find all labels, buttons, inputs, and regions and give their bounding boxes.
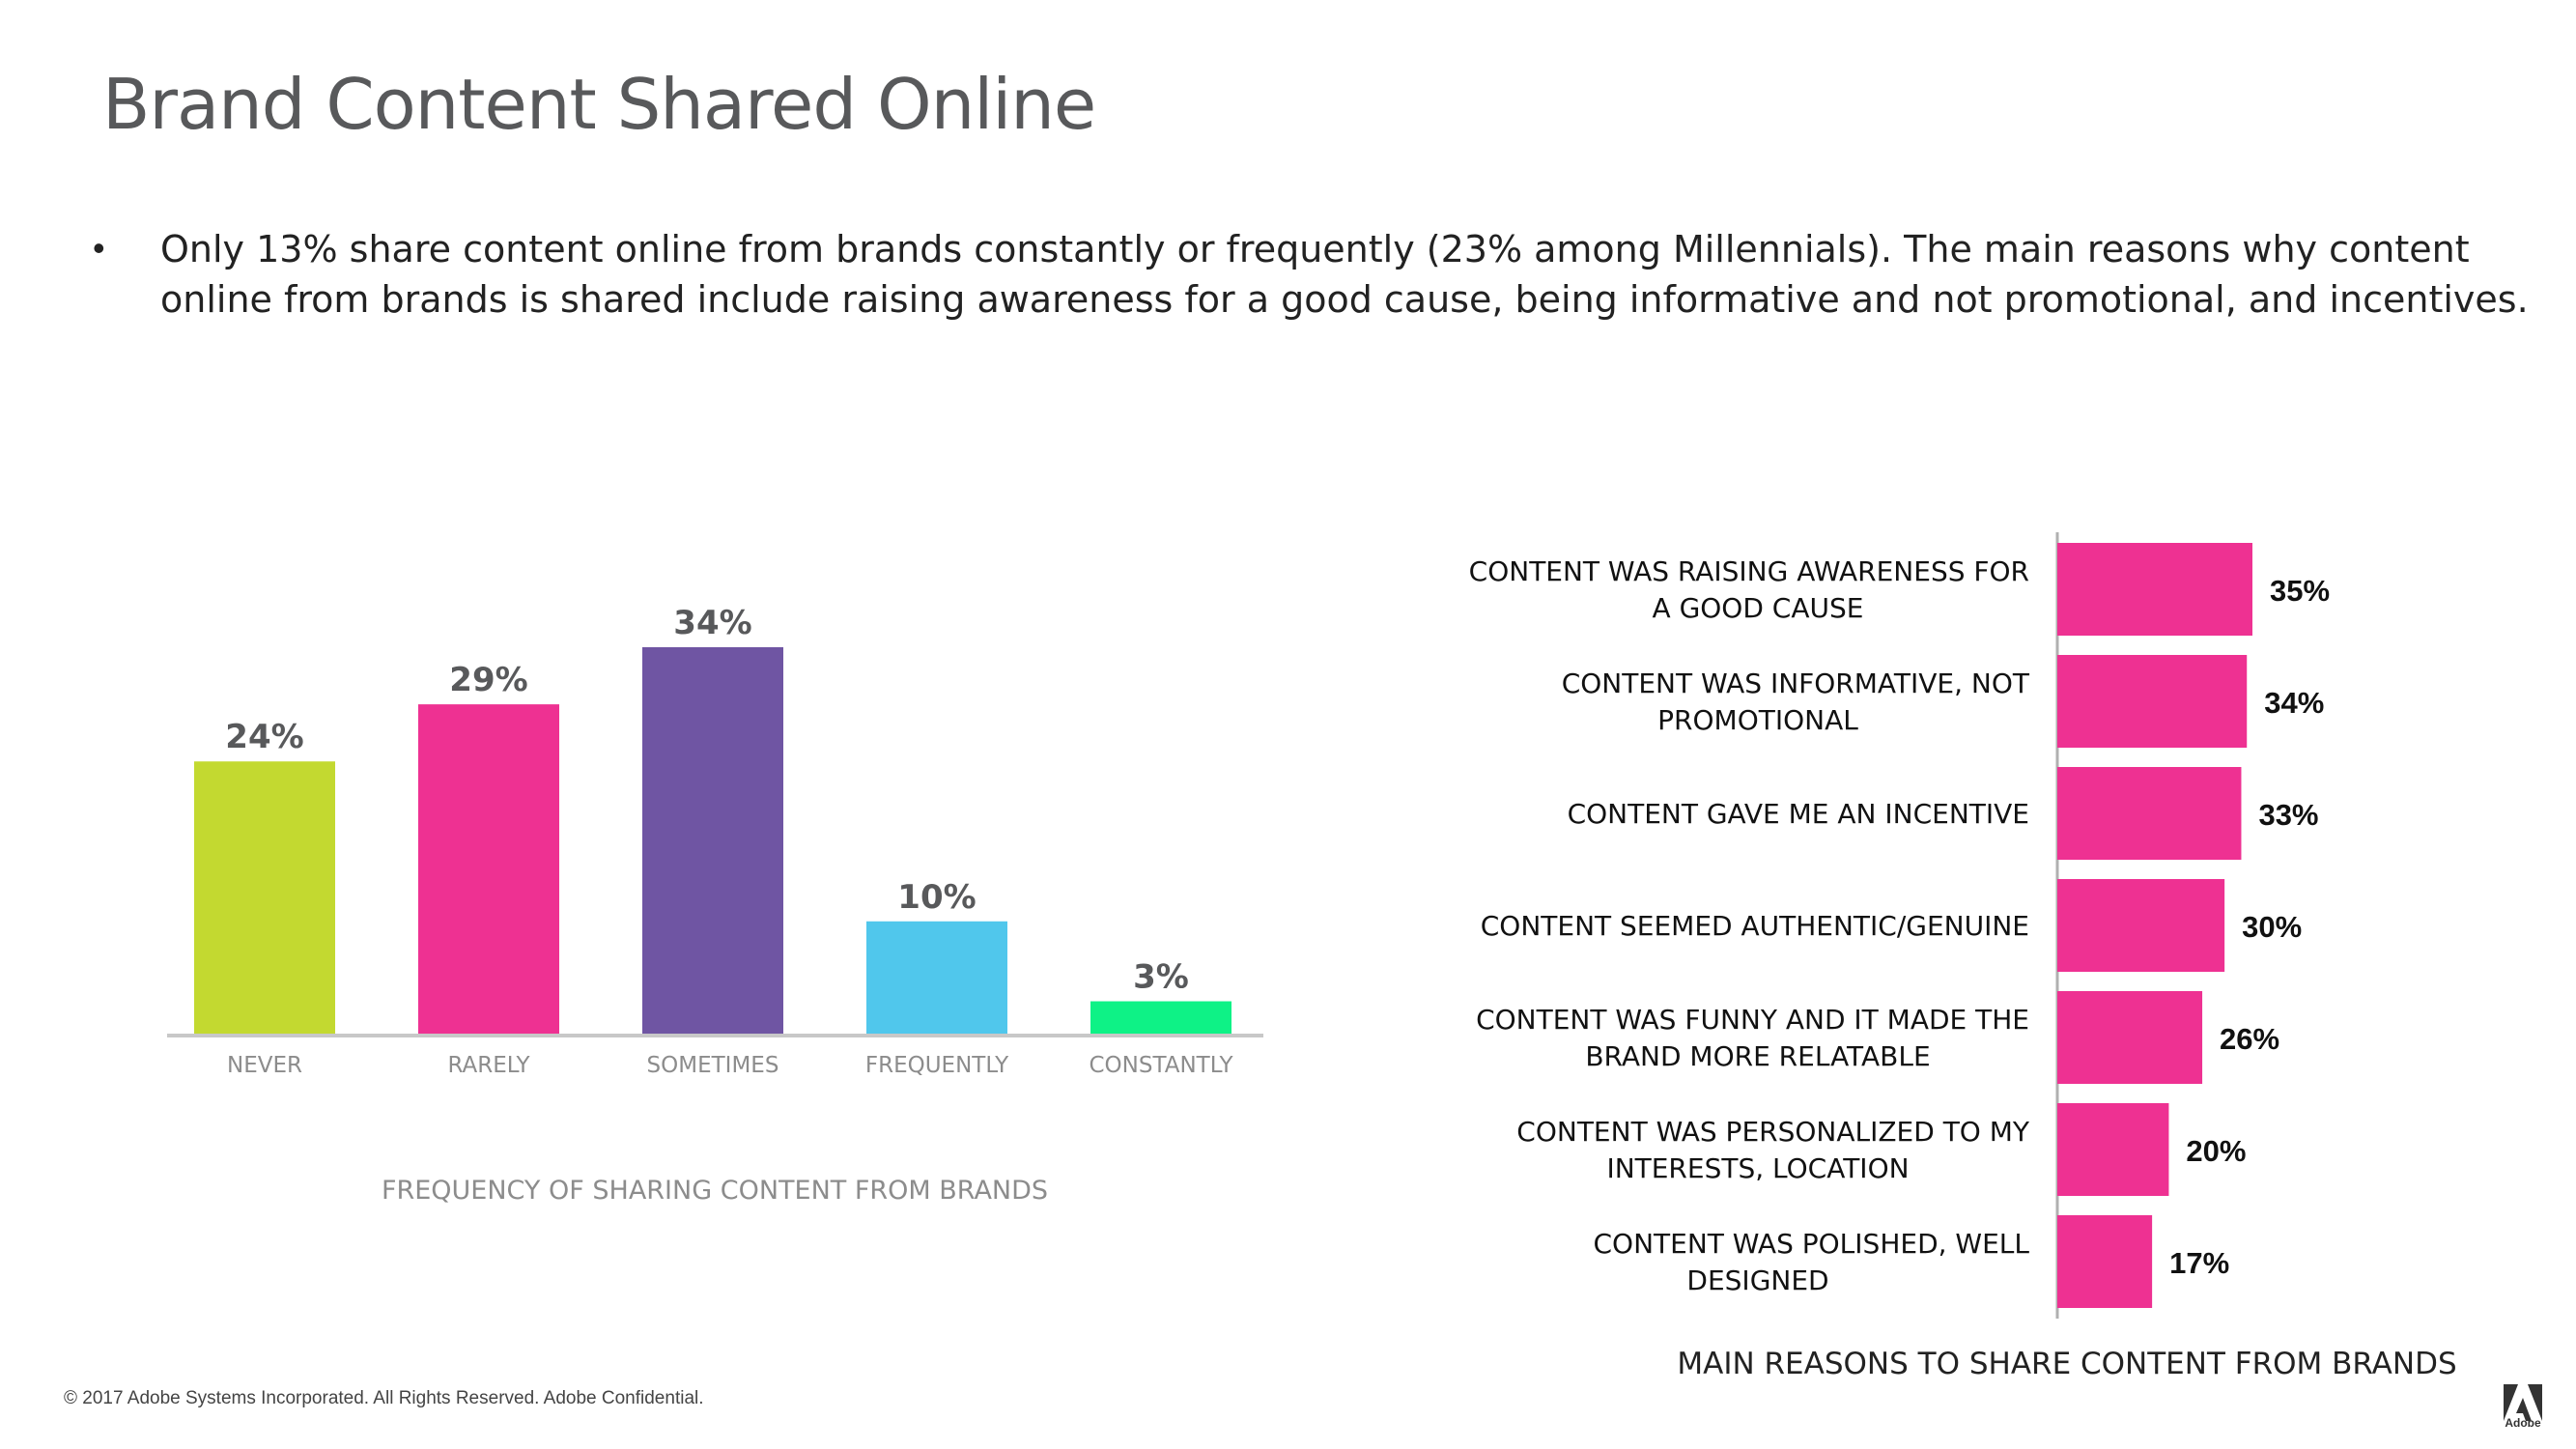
bar-rarely: [418, 704, 559, 1036]
reason-category-label: A GOOD CAUSE: [1653, 592, 1864, 624]
copyright-footer: © 2017 Adobe Systems Incorporated. All R…: [64, 1388, 704, 1408]
reasons-chart-title: MAIN REASONS TO SHARE CONTENT FROM BRAND…: [1677, 1347, 2457, 1381]
reason-category-label: CONTENT GAVE ME AN INCENTIVE: [1568, 798, 2029, 830]
reason-bar: [2057, 1103, 2169, 1196]
reason-category-label: CONTENT WAS PERSONALIZED TO MY: [1516, 1116, 2030, 1148]
reason-value-label: 35%: [2270, 574, 2330, 608]
page-title: Brand Content Shared Online: [102, 64, 1096, 145]
bar-frequently: [866, 921, 1007, 1036]
reason-bar: [2057, 543, 2252, 636]
reason-bar: [2057, 655, 2248, 748]
category-label: RARELY: [447, 1053, 530, 1078]
category-label: CONSTANTLY: [1089, 1053, 1233, 1078]
reason-category-label: PROMOTIONAL: [1657, 704, 1858, 736]
reason-bar: [2057, 767, 2242, 860]
bar-value-label: 29%: [449, 661, 527, 699]
frequency-chart-title: FREQUENCY OF SHARING CONTENT FROM BRANDS: [381, 1176, 1049, 1206]
reason-bar: [2057, 1215, 2153, 1308]
reason-category-label: DESIGNED: [1686, 1264, 1828, 1296]
reason-bar: [2057, 991, 2203, 1084]
bar-value-label: 3%: [1133, 958, 1189, 997]
category-label: NEVER: [227, 1053, 302, 1078]
reason-value-label: 34%: [2264, 686, 2324, 720]
reason-category-label: INTERESTS, LOCATION: [1606, 1152, 1909, 1184]
reason-category-label: CONTENT SEEMED AUTHENTIC/GENUINE: [1481, 910, 2029, 942]
bullet-icon: •: [93, 228, 105, 268]
category-label: SOMETIMES: [647, 1053, 779, 1078]
bar-value-label: 10%: [897, 878, 976, 917]
bar-constantly: [1090, 1001, 1231, 1036]
reason-value-label: 30%: [2242, 910, 2302, 944]
reason-value-label: 33%: [2258, 798, 2318, 832]
reason-category-label: CONTENT WAS POLISHED, WELL: [1594, 1228, 2030, 1260]
bar-value-label: 24%: [225, 718, 303, 756]
reason-category-label: CONTENT WAS INFORMATIVE, NOT: [1562, 668, 2030, 699]
category-label: FREQUENTLY: [865, 1053, 1009, 1078]
reason-category-label: BRAND MORE RELATABLE: [1585, 1040, 1930, 1072]
reason-bar: [2057, 879, 2225, 972]
reason-category-label: CONTENT WAS RAISING AWARENESS FOR: [1469, 555, 2029, 587]
bar-never: [194, 761, 335, 1036]
reason-category-label: CONTENT WAS FUNNY AND IT MADE THE: [1476, 1004, 2029, 1036]
reason-value-label: 20%: [2186, 1134, 2246, 1168]
summary-text: Only 13% share content online from brand…: [160, 228, 2529, 321]
adobe-logo-text: Adobe: [2505, 1416, 2541, 1430]
adobe-logo-icon: [2504, 1384, 2542, 1421]
bar-sometimes: [642, 647, 783, 1036]
reason-value-label: 17%: [2169, 1246, 2229, 1280]
bar-value-label: 34%: [673, 604, 751, 642]
reason-value-label: 26%: [2220, 1022, 2279, 1056]
